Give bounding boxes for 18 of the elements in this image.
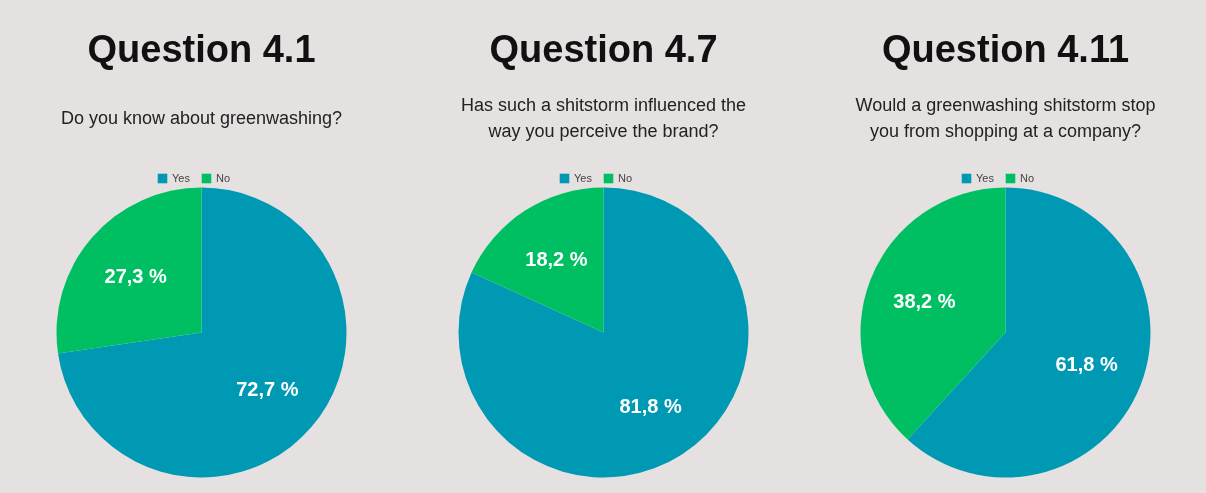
chart-subtitle: Has such a shitstorm influenced the way you perceive the brand? — [460, 94, 747, 141]
chart-subtitle: Would a greenwashing shitstorm stop you from shopping at a company? — [855, 94, 1156, 141]
data-label: 18,2 % — [525, 248, 588, 271]
chart-title: Question 4.1 — [87, 27, 316, 70]
data-label: 61,8 % — [1055, 353, 1118, 376]
chart-subtitle: Do you know about greenwashing? — [60, 107, 343, 128]
data-label: 81,8 % — [619, 394, 682, 417]
data-label: 72,7 % — [236, 378, 299, 401]
legend-label: Yes — [976, 172, 995, 184]
legend-label: No — [216, 172, 232, 184]
legend-label: No — [1020, 172, 1036, 184]
data-label: 27,3 % — [104, 264, 168, 287]
chart-title: Question 4.7 — [489, 27, 718, 70]
legend-label: Yes — [574, 172, 593, 184]
chart-title: Question 4.11 — [881, 27, 1130, 70]
legend-label: Yes — [172, 172, 191, 184]
legend-label: No — [618, 172, 634, 184]
data-label: 38,2 % — [893, 289, 956, 312]
